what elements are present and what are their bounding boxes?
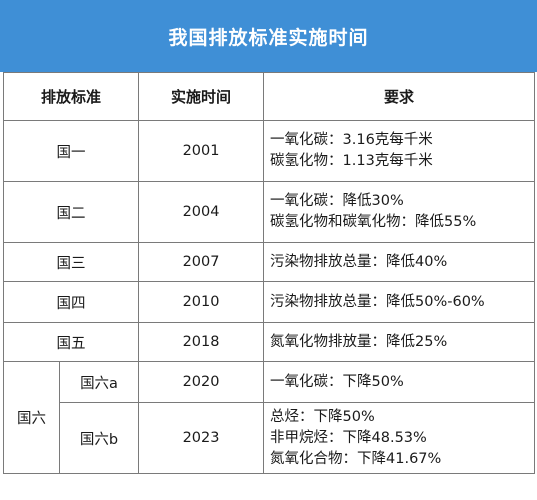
requirement-line: 氮氧化物排放量：降低25% xyxy=(270,333,448,350)
standard-cell: 国一 xyxy=(2,120,140,182)
requirement-line: 一氧化碳：降低30% xyxy=(270,193,404,209)
table-row: 国六 国六a 2020 一氧化碳：下降50% xyxy=(3,361,536,474)
year-cell: 2007 xyxy=(138,242,265,282)
standard-cell: 国四 xyxy=(2,281,140,323)
table-row: 国三 2007 污染物排放总量：降低40% xyxy=(2,242,536,282)
standard-cell: 国三 xyxy=(2,242,140,282)
requirement-cell: 一氧化碳：3.16克每千米 碳氢化物：1.13克每千米 xyxy=(263,120,536,182)
requirement-cell: 一氧化碳：下降50% xyxy=(263,361,536,403)
requirement-line: 碳氢化物和碳氧化物：降低55% xyxy=(270,214,477,230)
standard-cell: 国六a xyxy=(58,361,140,403)
year-cell: 2023 xyxy=(138,402,265,474)
table-row: 国六b 2023 总烃：下降50% 非甲烷烃：下降48.53% 氮氧化合物：下降… xyxy=(4,402,536,474)
standard-cell: 国五 xyxy=(2,322,140,362)
requirement-line: 总烃：下降50% xyxy=(270,408,375,425)
table-title: 我国排放标准实施时间 xyxy=(0,0,537,72)
emission-standards-table: 排放标准 实施时间 要求 国一 2001 一氧化碳：3.16克每千米 碳氢化物：… xyxy=(2,72,536,474)
year-cell: 2001 xyxy=(138,120,265,182)
year-cell: 2018 xyxy=(138,322,265,362)
year-cell: 2010 xyxy=(138,281,265,323)
requirement-line: 氮氧化合物：下降41.67% xyxy=(270,450,442,467)
requirement-cell: 总烃：下降50% 非甲烷烃：下降48.53% 氮氧化合物：下降41.67% xyxy=(263,402,536,474)
requirement-line: 污染物排放总量：降低40% xyxy=(270,253,448,270)
requirement-line: 非甲烷烃：下降48.53% xyxy=(270,429,427,446)
header-date: 实施时间 xyxy=(138,72,265,121)
standard-cell: 国六b xyxy=(58,402,140,474)
header-requirement: 要求 xyxy=(263,72,536,121)
table-row: 国一 2001 一氧化碳：3.16克每千米 碳氢化物：1.13克每千米 xyxy=(2,120,536,182)
table-row: 国四 2010 污染物排放总量：降低50%-60% xyxy=(2,281,536,323)
year-cell: 2004 xyxy=(138,181,265,243)
table-row: 国五 2018 氮氧化物排放量：降低25% xyxy=(2,322,536,362)
requirement-line: 碳氢化物：1.13克每千米 xyxy=(270,153,433,169)
requirement-line: 污染物排放总量：降低50%-60% xyxy=(270,293,485,310)
requirement-line: 一氧化碳：下降50% xyxy=(270,373,404,390)
requirement-line: 一氧化碳：3.16克每千米 xyxy=(270,132,433,148)
requirement-cell: 一氧化碳：降低30% 碳氢化物和碳氧化物：降低55% xyxy=(263,181,536,243)
requirement-cell: 污染物排放总量：降低50%-60% xyxy=(263,281,536,323)
header-standard: 排放标准 xyxy=(2,72,140,121)
group-cell-guo6: 国六 xyxy=(3,361,60,474)
standard-cell: 国二 xyxy=(2,181,140,243)
year-cell: 2020 xyxy=(138,361,265,403)
requirement-cell: 污染物排放总量：降低40% xyxy=(263,242,536,282)
table-row: 国二 2004 一氧化碳：降低30% 碳氢化物和碳氧化物：降低55% xyxy=(2,181,536,243)
header-row: 排放标准 实施时间 要求 xyxy=(2,72,536,121)
requirement-cell: 氮氧化物排放量：降低25% xyxy=(263,322,536,362)
